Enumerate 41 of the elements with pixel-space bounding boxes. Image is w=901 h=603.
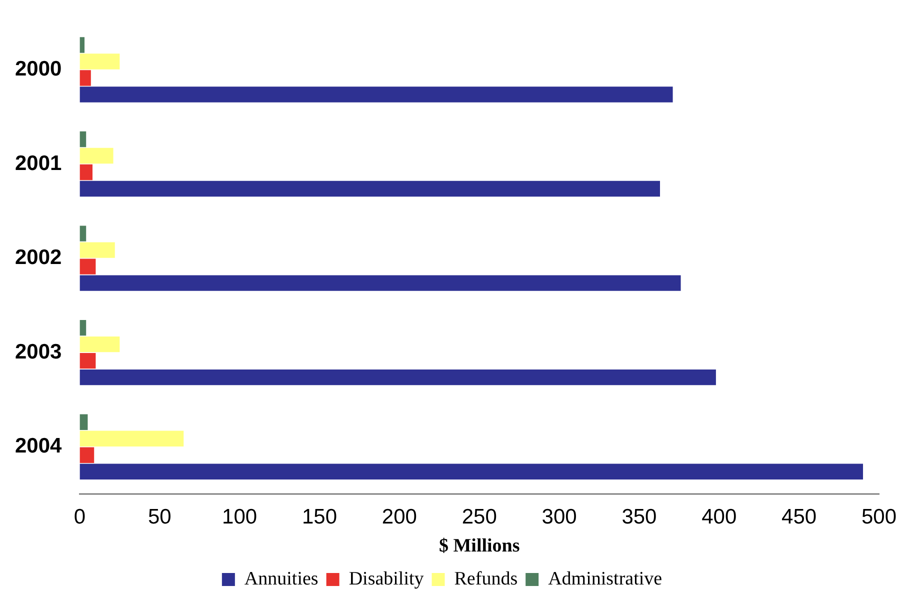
x-axis-title: $ Millions xyxy=(438,536,520,557)
x-tick-label: 500 xyxy=(861,505,897,528)
legend-label: Disability xyxy=(348,568,424,590)
y-tick-label: 2003 xyxy=(15,340,62,364)
bar xyxy=(80,447,94,463)
bar xyxy=(80,164,93,180)
bar xyxy=(80,369,716,386)
bar xyxy=(80,430,184,446)
bar xyxy=(80,180,660,197)
bar xyxy=(80,37,85,53)
legend-label: Administrative xyxy=(548,568,662,590)
bar xyxy=(80,70,91,86)
bar xyxy=(80,148,114,164)
x-tick-label: 200 xyxy=(382,505,417,528)
bar xyxy=(80,258,96,274)
x-tick-label: 150 xyxy=(302,505,338,528)
x-tick-label: 250 xyxy=(462,505,497,528)
x-tick-label: 400 xyxy=(702,505,737,528)
x-tick-label: 450 xyxy=(782,505,817,528)
bar xyxy=(80,242,115,258)
y-tick-label: 2000 xyxy=(15,58,62,81)
x-tick-label: 300 xyxy=(542,505,577,528)
y-tick-label: 2001 xyxy=(15,152,62,175)
x-tick-label: 0 xyxy=(74,505,86,528)
bar xyxy=(80,414,88,430)
x-tick-label: 50 xyxy=(148,505,172,528)
y-tick-label: 2002 xyxy=(15,246,62,270)
bar xyxy=(80,464,864,480)
y-tick-label: 2004 xyxy=(15,434,62,458)
bar xyxy=(80,54,120,70)
bar xyxy=(80,226,86,242)
x-tick-label: 350 xyxy=(622,505,657,528)
bar xyxy=(80,131,86,148)
bar xyxy=(80,275,681,291)
bar xyxy=(80,320,86,336)
x-tick-label: 100 xyxy=(222,505,258,528)
bar xyxy=(80,352,96,369)
legend-label: Refunds xyxy=(454,568,518,590)
bar xyxy=(80,86,673,102)
bar xyxy=(80,336,120,352)
legend-label: Annuities xyxy=(244,568,318,590)
